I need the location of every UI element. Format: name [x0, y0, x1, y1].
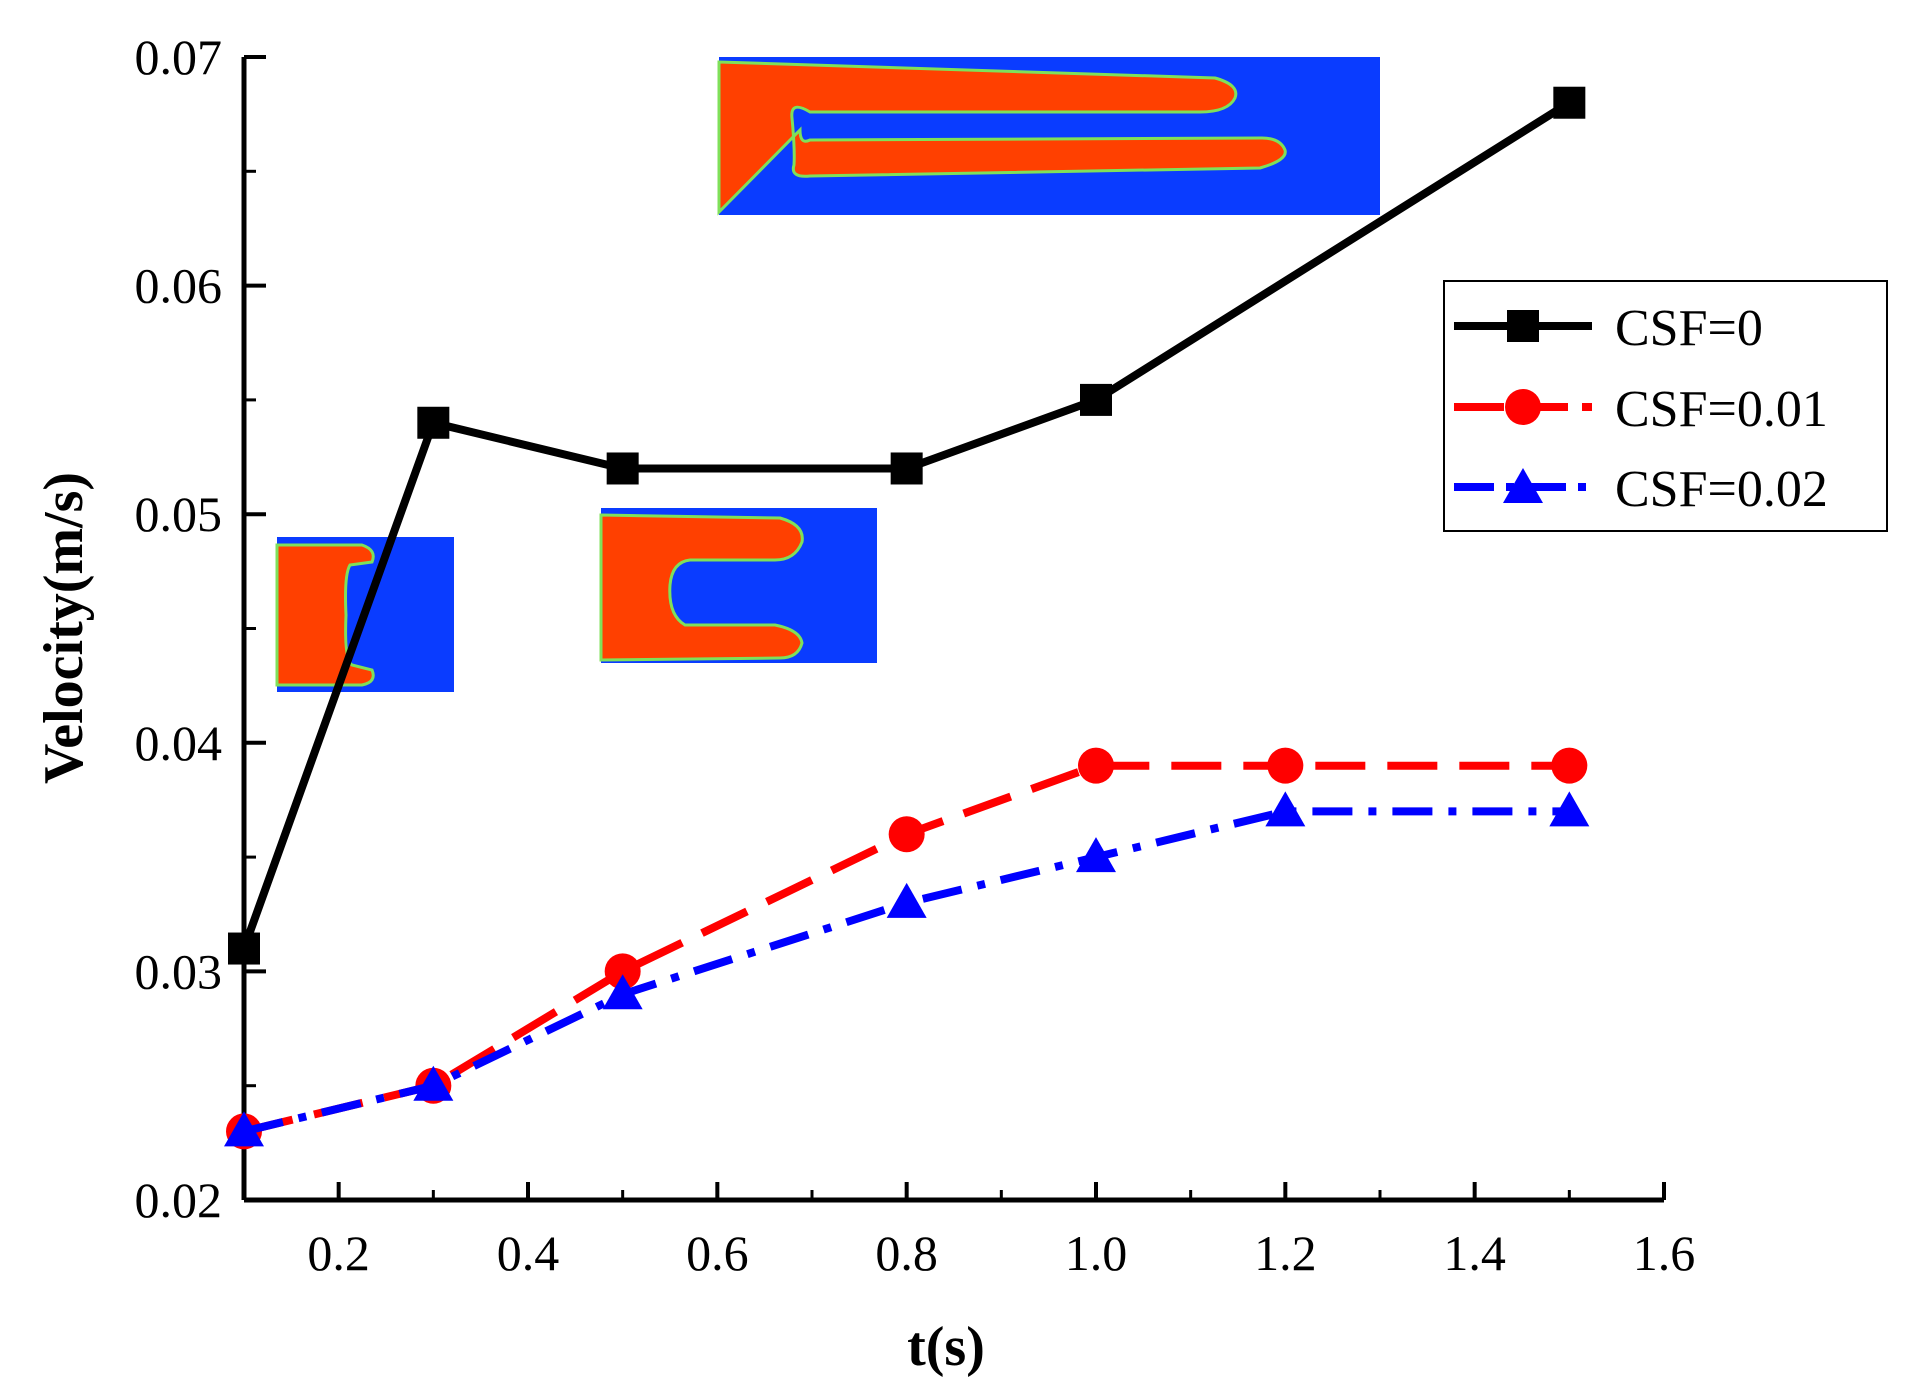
legend: CSF=0 CSF=0.01 CSF=0.02	[1443, 280, 1888, 532]
data-point-triangle	[1076, 837, 1116, 873]
x-tick-label: 1.4	[1443, 1225, 1506, 1281]
x-tick-label: 1.6	[1633, 1225, 1696, 1281]
y-tick-labels: 0.02 0.03 0.04 0.05 0.06 0.07	[135, 29, 223, 1228]
series-layer	[224, 86, 1590, 1150]
inset-interface-t1-5	[717, 57, 1380, 216]
data-point-square	[890, 452, 923, 485]
x-axis-title: t(s)	[907, 1316, 985, 1378]
y-tick-label: 0.07	[135, 29, 223, 85]
data-point-circle	[1078, 747, 1114, 784]
data-point-circle	[888, 816, 925, 853]
data-point-square	[1553, 86, 1586, 119]
y-tick-label: 0.04	[135, 715, 223, 771]
legend-marker-square	[1507, 310, 1539, 342]
x-tick-label: 0.4	[497, 1225, 560, 1281]
x-tick-label: 1.0	[1065, 1225, 1128, 1281]
legend-entry-csf-0-02: CSF=0.02	[1454, 461, 1828, 518]
y-tick-label: 0.03	[135, 943, 223, 999]
y-tick-label: 0.05	[135, 486, 223, 542]
legend-marker-circle	[1505, 389, 1541, 425]
legend-label: CSF=0	[1615, 300, 1763, 357]
data-point-triangle	[1265, 791, 1306, 827]
data-point-square	[606, 452, 639, 485]
series-line-csf-0	[240, 99, 1572, 950]
x-tick-label: 0.2	[307, 1225, 370, 1281]
data-point-triangle	[224, 1111, 264, 1147]
y-tick-label: 0.02	[135, 1172, 223, 1228]
x-tick-label: 0.6	[686, 1225, 749, 1281]
data-point-circle	[604, 953, 641, 990]
data-point-circle	[1551, 747, 1588, 784]
legend-label: CSF=0.02	[1615, 461, 1828, 518]
data-point-circle	[1267, 747, 1304, 784]
x-tick-label: 1.2	[1254, 1225, 1317, 1281]
data-point-triangle	[1549, 791, 1590, 827]
data-point-square	[1080, 383, 1112, 416]
legend-entry-csf-0-01: CSF=0.01	[1454, 381, 1828, 438]
y-axis-title: Velocity(m/s)	[33, 472, 95, 784]
data-point-triangle	[602, 974, 643, 1010]
x-tick-label: 0.8	[875, 1225, 938, 1281]
axis-ticks	[244, 55, 1666, 1202]
legend-marker-triangle	[1503, 468, 1543, 503]
x-tick-labels: 0.2 0.4 0.6 0.8 1.0 1.2 1.4 1.6	[307, 1225, 1695, 1281]
inset-interface-t0-5	[599, 508, 877, 663]
data-point-square	[228, 932, 260, 965]
legend-entry-csf-0: CSF=0	[1454, 300, 1763, 357]
legend-label: CSF=0.01	[1615, 381, 1828, 438]
data-point-triangle	[413, 1065, 454, 1101]
data-point-square	[417, 406, 450, 439]
y-tick-label: 0.06	[135, 258, 223, 314]
data-point-triangle	[886, 882, 927, 918]
